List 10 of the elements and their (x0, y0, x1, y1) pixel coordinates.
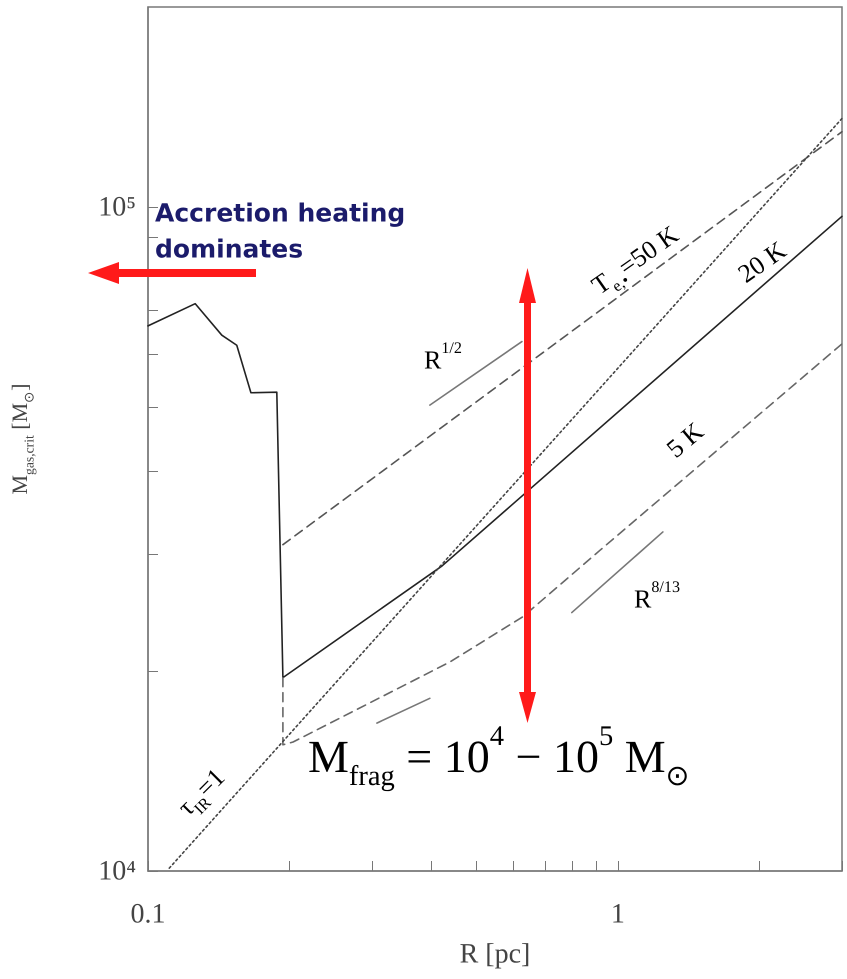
x-axis-title: R [pc] (460, 938, 530, 970)
x-tick-label: 1 (610, 898, 625, 930)
annotation: 20 K (732, 235, 792, 289)
x-tick-label: 0.1 (130, 898, 166, 930)
y-tick-label: 10⁵ (98, 191, 136, 222)
y-tick-label: 10⁴ (98, 856, 136, 886)
annotation: τIR=1 (172, 762, 230, 822)
annotation: 5 K (661, 416, 710, 464)
y-axis-title: Mgas,crit [M⊙] (7, 384, 36, 494)
annotation: Accretion heating dominates (155, 198, 414, 264)
